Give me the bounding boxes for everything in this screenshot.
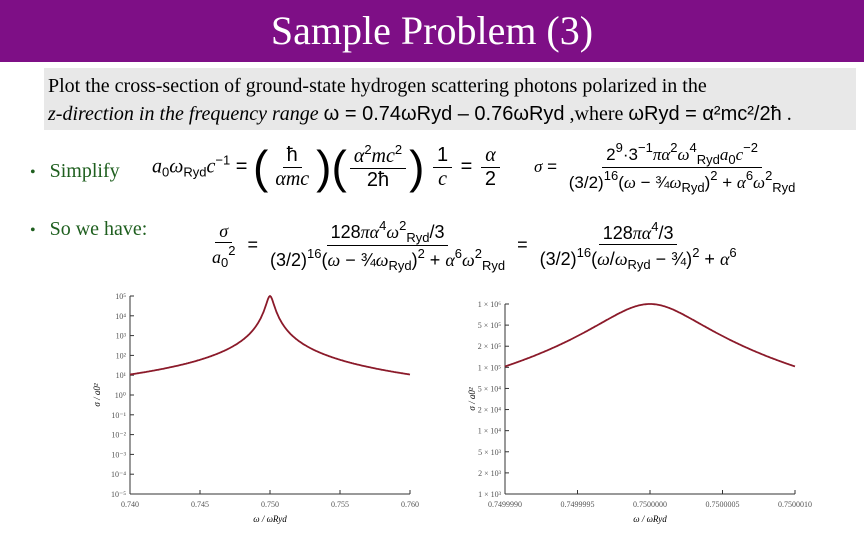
- intro-line-2: z-direction in the frequency range ω = 0…: [48, 100, 852, 128]
- x-tick-label: 0.7500005: [706, 500, 740, 509]
- y-tick-label: 10⁵: [115, 292, 126, 301]
- chart-right: 0.7499990 0.7499995 0.7500000 0.7500005 0.75…: [467, 300, 812, 524]
- y-tick-label: 10³: [116, 332, 127, 341]
- intro-line-2b: ,where: [569, 103, 624, 125]
- bullet-so-we-have-text: So we have:: [49, 218, 148, 240]
- y-tick-label: 10⁰: [115, 391, 126, 400]
- y-tick-label: 2 × 10³: [478, 469, 502, 478]
- bullet-simplify-text: Simplify: [49, 160, 120, 182]
- y-tick-label: 10⁻⁴: [111, 470, 126, 479]
- rydberg-frequency-equation: ωRyd = α²mc²/2ħ: [628, 103, 782, 125]
- sigma-ratio-equation: σ a02 = 128πα4ω2Ryd/3 (3/2)16(ω − ¾ωRyd)2 …: [212, 218, 737, 273]
- y-tick-label: 5 × 10⁵: [478, 321, 502, 330]
- x-tick-label: 0.760: [401, 500, 419, 509]
- y-tick-label: 10²: [116, 351, 127, 360]
- x-tick-label: 0.740: [121, 500, 139, 509]
- frequency-range-equation: ω = 0.74ωRyd – 0.76ωRyd: [323, 103, 565, 125]
- y-tick-label: 1 × 10⁵: [478, 363, 502, 372]
- x-axis-label: ω / ωRyd: [633, 514, 667, 524]
- chart-left: 0.740 0.745 0.750 0.755 0.760 10⁻⁵ 10⁻⁴ 10⁻³ 10⁻…: [92, 292, 419, 524]
- x-tick-label: 0.755: [331, 500, 349, 509]
- y-tick-label: 10⁻⁵: [111, 490, 126, 499]
- intro-period: .: [786, 103, 792, 125]
- y-axis-label: σ / a0²: [92, 383, 102, 406]
- x-tick-label: 0.7499990: [488, 500, 522, 509]
- x-tick-label: 0.7500000: [633, 500, 667, 509]
- x-tick-label: 0.750: [261, 500, 279, 509]
- intro-line-2a: z-direction in the frequency range: [48, 103, 319, 125]
- y-tick-label: 1 × 10⁴: [478, 427, 502, 436]
- bullet-simplify: • Simplify: [30, 160, 120, 183]
- x-axis-label: ω / ωRyd: [253, 514, 287, 524]
- resonance-curve-series: [504, 303, 796, 368]
- x-tick-label: 0.7500010: [778, 500, 812, 509]
- bullet-so-we-have: • So we have:: [30, 218, 147, 241]
- problem-statement: Plot the cross-section of ground-state h…: [44, 68, 856, 130]
- y-tick-label: 5 × 10³: [478, 448, 502, 457]
- y-tick-label: 2 × 10⁵: [478, 342, 502, 351]
- y-tick-label: 10⁻¹: [111, 411, 126, 420]
- sigma-full-equation: σ = 29·3−1πα2ω4Ryda0c−2 (3/2)16(ω − ¾ωRyd…: [534, 140, 796, 195]
- x-tick-label: 0.745: [191, 500, 209, 509]
- y-tick-label: 10¹: [116, 371, 127, 380]
- y-tick-label: 2 × 10⁴: [478, 406, 502, 415]
- bullet-dot: •: [30, 222, 36, 239]
- y-tick-label: 1 × 10⁶: [478, 300, 502, 309]
- y-tick-label: 1 × 10³: [478, 490, 502, 499]
- resonance-curve-series: [129, 294, 411, 376]
- x-tick-label: 0.7499995: [561, 500, 595, 509]
- y-tick-label: 10⁴: [115, 312, 126, 321]
- intro-line-1: Plot the cross-section of ground-state h…: [48, 75, 707, 97]
- y-tick-label: 5 × 10⁴: [478, 384, 502, 393]
- y-axis-label: σ / a0²: [467, 387, 477, 410]
- bullet-dot: •: [30, 164, 36, 181]
- slide-title: Sample Problem (3): [0, 0, 864, 62]
- y-tick-label: 10⁻²: [111, 431, 126, 440]
- y-tick-label: 10⁻³: [111, 450, 126, 459]
